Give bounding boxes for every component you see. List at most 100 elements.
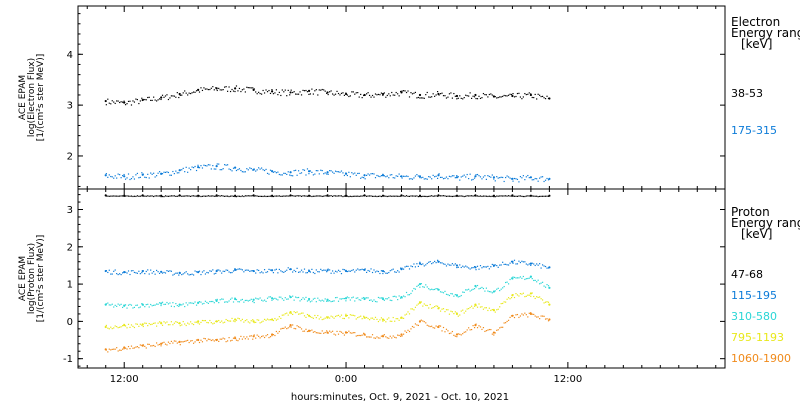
- trace-dot: [471, 97, 473, 99]
- trace-dot: [392, 177, 394, 179]
- trace-dot: [405, 265, 408, 267]
- data-point: [307, 89, 311, 92]
- trace-dot: [161, 342, 164, 344]
- trace-dot: [500, 264, 502, 266]
- trace-dot: [123, 348, 125, 350]
- trace-dot: [136, 323, 138, 325]
- data-point: [548, 194, 551, 197]
- trace-dot: [120, 349, 122, 351]
- trace-dot: [201, 167, 204, 169]
- trace-dot: [323, 300, 325, 302]
- data-point: [197, 301, 200, 304]
- trace-dot: [166, 321, 168, 323]
- trace-dot: [333, 195, 335, 197]
- trace-dot: [339, 94, 341, 96]
- trace-dot: [200, 195, 202, 198]
- trace-dot: [527, 195, 529, 197]
- trace-dot: [256, 298, 258, 300]
- trace-dot: [481, 178, 483, 180]
- trace-dot: [129, 303, 131, 306]
- trace-dot: [466, 266, 468, 268]
- trace-dot: [422, 97, 424, 99]
- trace-dot: [445, 328, 448, 330]
- data-point: [271, 333, 274, 336]
- trace-dot: [355, 335, 357, 337]
- trace-dot: [238, 318, 241, 320]
- trace-dot: [543, 97, 545, 99]
- trace-dot: [133, 347, 136, 349]
- trace-dot: [308, 173, 310, 175]
- data-point: [548, 318, 551, 321]
- trace-dot: [459, 95, 461, 97]
- trace-dot: [195, 169, 198, 172]
- trace-dot: [487, 265, 489, 268]
- trace-dot: [334, 170, 337, 172]
- trace-dot: [156, 269, 158, 272]
- trace-dot: [182, 341, 184, 343]
- trace-dot: [107, 302, 109, 304]
- trace-dot: [121, 325, 124, 327]
- trace-dot: [397, 195, 399, 197]
- trace-dot: [108, 328, 110, 330]
- data-point: [307, 194, 311, 197]
- trace-dot: [210, 168, 212, 170]
- trace-dot: [494, 180, 496, 182]
- trace-dot: [290, 312, 292, 315]
- trace-dot: [463, 331, 465, 333]
- trace-dot: [339, 270, 341, 273]
- trace-dot: [513, 316, 516, 319]
- trace-dot: [190, 273, 192, 276]
- trace-dot: [507, 195, 510, 197]
- trace-dot: [238, 268, 241, 270]
- trace-dot: [150, 195, 152, 197]
- trace-dot: [380, 175, 382, 177]
- trace-dot: [117, 303, 119, 305]
- trace-dot: [500, 195, 502, 197]
- trace-dot: [116, 272, 118, 275]
- trace-dot: [192, 167, 195, 169]
- trace-dot: [482, 176, 485, 178]
- data-point: [511, 260, 514, 263]
- trace-dot: [366, 297, 368, 299]
- trace-dot: [213, 340, 215, 342]
- trace-dot: [327, 300, 329, 302]
- trace-dot: [329, 330, 331, 332]
- trace-dot: [129, 100, 131, 102]
- trace-dot: [271, 335, 273, 337]
- trace-dot: [431, 195, 433, 197]
- trace-dot: [213, 302, 215, 304]
- data-point: [307, 170, 311, 173]
- trace-dot: [232, 90, 235, 92]
- trace-dot: [153, 304, 155, 306]
- trace-dot: [216, 298, 218, 301]
- trace-dot: [256, 195, 258, 197]
- trace-dot: [247, 269, 249, 271]
- trace-dot: [281, 174, 283, 176]
- trace-dot: [463, 174, 465, 176]
- data-point: [381, 92, 385, 96]
- trace-dot: [255, 297, 257, 299]
- trace-dot: [417, 303, 419, 305]
- trace-dot: [434, 195, 436, 197]
- trace-dot: [198, 323, 201, 325]
- trace-dot: [323, 195, 325, 197]
- trace-dot: [484, 266, 486, 268]
- trace-dot: [111, 348, 113, 351]
- data-point: [344, 269, 348, 273]
- data-point: [104, 303, 107, 306]
- trace-dot: [107, 176, 109, 178]
- trace-dot: [366, 174, 368, 177]
- trace-dot: [222, 337, 224, 339]
- trace-dot: [475, 174, 477, 176]
- trace-dot: [321, 169, 323, 172]
- trace-dot: [108, 348, 110, 350]
- legend-item: 175-315: [731, 124, 777, 137]
- trace-dot: [496, 329, 498, 331]
- trace-dot: [351, 91, 353, 93]
- trace-dot: [184, 305, 186, 308]
- trace-dot: [441, 308, 443, 310]
- trace-dot: [119, 195, 121, 197]
- trace-dot: [468, 177, 470, 180]
- y-tick-label: -1: [63, 354, 73, 365]
- trace-dot: [490, 176, 492, 178]
